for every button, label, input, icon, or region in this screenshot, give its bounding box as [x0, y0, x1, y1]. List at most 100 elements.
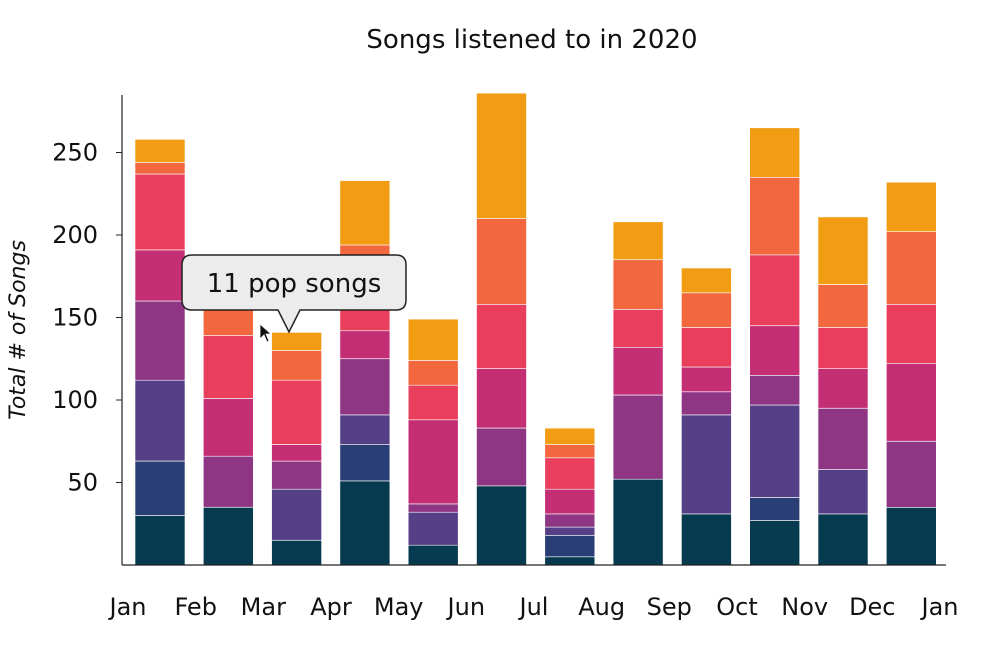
x-tick-label-9: Sep [647, 593, 692, 621]
bar-segment-nov-11-layer-7[interactable] [817, 284, 869, 328]
bar-segment-jan-1-layer-1[interactable] [134, 515, 186, 566]
y-axis-label: Total # of Songs [6, 240, 31, 420]
bar-segment-jun-6-layer-7[interactable] [476, 218, 527, 305]
bar-segment-jul-7-layer-6[interactable] [544, 457, 596, 490]
bar-segment-dec-12-layer-8[interactable] [885, 181, 937, 232]
bar-segment-jul-7-layer-8[interactable] [544, 427, 596, 445]
bar-segment-aug-8-layer-4[interactable] [612, 394, 664, 480]
bar-segment-jan-1-layer-6[interactable] [134, 173, 186, 251]
bar-segment-feb-2-layer-5[interactable] [203, 398, 254, 457]
bar-segment-jul-7-layer-5[interactable] [544, 488, 596, 515]
bar-segment-apr-4-layer-8[interactable] [339, 180, 391, 246]
bar-segment-jun-6-layer-5[interactable] [476, 368, 527, 429]
bar-segment-may-5-layer-1[interactable] [407, 544, 459, 566]
bar-segment-nov-11-layer-5[interactable] [817, 368, 869, 409]
bar-segment-jan-1-layer-5[interactable] [134, 249, 186, 302]
bar-segment-oct-10-layer-3[interactable] [749, 404, 801, 498]
bar-segment-jun-6-layer-1[interactable] [476, 485, 527, 566]
bar-segment-oct-10-layer-1[interactable] [749, 520, 801, 566]
bar-segment-jan-1-layer-2[interactable] [134, 460, 186, 516]
bar-segment-feb-2-layer-6[interactable] [203, 335, 254, 399]
x-tick-label-10: Oct [716, 593, 758, 621]
y-tick-label-250: 250 [52, 139, 98, 167]
bar-segment-mar-3-layer-4[interactable] [271, 460, 322, 490]
bar-segment-apr-4-layer-5[interactable] [339, 330, 391, 360]
bar-segment-dec-12-layer-1[interactable] [885, 506, 937, 566]
bar-segment-aug-8-layer-5[interactable] [612, 346, 664, 396]
bar-segment-jan-1-layer-3[interactable] [134, 379, 186, 462]
bar-segment-jan-1-layer-8[interactable] [134, 139, 186, 163]
bar-segment-may-5-layer-3[interactable] [407, 511, 459, 546]
y-tick-label-100: 100 [52, 386, 98, 414]
bar-segment-dec-12-layer-6[interactable] [885, 303, 937, 364]
x-tick-label-2: Feb [174, 593, 217, 621]
bar-segment-jun-6-layer-6[interactable] [476, 303, 527, 369]
bar-segment-feb-2-layer-1[interactable] [203, 506, 254, 566]
bar-segment-sep-9-layer-1[interactable] [681, 513, 732, 566]
bar-segment-jun-6-layer-8[interactable] [476, 92, 527, 219]
bar-segment-mar-3-layer-1[interactable] [271, 539, 322, 566]
bar-segment-sep-9-layer-7[interactable] [681, 292, 732, 328]
x-tick-label-7: Jul [518, 593, 549, 621]
x-tick-label-13: Jan [920, 593, 959, 621]
bar-segment-jul-7-layer-2[interactable] [544, 534, 596, 558]
tooltip: 11 pop songs [181, 254, 407, 334]
x-tick-label-8: Aug [578, 593, 625, 621]
bar-segment-mar-3-layer-7[interactable] [271, 350, 322, 381]
bar-segment-aug-8-layer-8[interactable] [612, 221, 664, 261]
bar-segment-sep-9-layer-6[interactable] [681, 327, 732, 368]
bar-segment-may-5-layer-6[interactable] [407, 384, 459, 421]
bar-segment-mar-3-layer-3[interactable] [271, 488, 322, 541]
bar-segment-dec-12-layer-4[interactable] [885, 440, 937, 508]
bar-segment-may-5-layer-5[interactable] [407, 419, 459, 505]
bar-segment-may-5-layer-4[interactable] [407, 503, 459, 513]
bar-segment-dec-12-layer-7[interactable] [885, 231, 937, 305]
bar-segment-jan-1-layer-4[interactable] [134, 300, 186, 381]
x-tick-label-6: Jun [446, 593, 486, 621]
y-ticks-layer: 50 100 150 200 250 [52, 139, 122, 497]
bar-segment-aug-8-layer-1[interactable] [612, 478, 664, 566]
bar-segment-aug-8-layer-7[interactable] [612, 259, 664, 310]
chart-title: Songs listened to in 2020 [366, 25, 697, 55]
bar-segment-nov-11-layer-3[interactable] [817, 468, 869, 515]
bar-segment-jul-7-layer-1[interactable] [544, 556, 596, 566]
bar-segment-apr-4-layer-1[interactable] [339, 480, 391, 566]
bar-segment-apr-4-layer-2[interactable] [339, 444, 391, 482]
bar-segment-jun-6-layer-4[interactable] [476, 427, 527, 487]
bar-segment-nov-11-layer-1[interactable] [817, 513, 869, 566]
bar-segment-sep-9-layer-4[interactable] [681, 391, 732, 416]
bar-segment-apr-4-layer-3[interactable] [339, 414, 391, 445]
bar-segment-apr-4-layer-6[interactable] [339, 308, 391, 332]
bar-segment-may-5-layer-8[interactable] [407, 318, 459, 361]
bar-segment-nov-11-layer-8[interactable] [817, 216, 869, 285]
tooltip-bubble [181, 254, 407, 334]
bar-segment-oct-10-layer-5[interactable] [749, 325, 801, 376]
bar-segment-sep-9-layer-8[interactable] [681, 267, 732, 294]
bar-segment-dec-12-layer-5[interactable] [885, 363, 937, 442]
bar-segment-jul-7-layer-4[interactable] [544, 513, 596, 528]
y-tick-label-150: 150 [52, 304, 98, 332]
bar-segment-mar-3-layer-8[interactable] [271, 332, 322, 351]
bar-segment-sep-9-layer-5[interactable] [681, 366, 732, 393]
bar-segment-nov-11-layer-4[interactable] [817, 407, 869, 470]
bar-segment-mar-3-layer-5[interactable] [271, 444, 322, 462]
bar-segment-may-5-layer-7[interactable] [407, 360, 459, 386]
bar-segment-jul-7-layer-7[interactable] [544, 444, 596, 459]
bar-segment-oct-10-layer-8[interactable] [749, 127, 801, 178]
bar-segment-apr-4-layer-4[interactable] [339, 358, 391, 416]
bar-segment-aug-8-layer-6[interactable] [612, 308, 664, 348]
bar-segment-oct-10-layer-7[interactable] [749, 177, 801, 256]
bar-segment-mar-3-layer-6[interactable] [271, 379, 322, 445]
bar-segment-sep-9-layer-3[interactable] [681, 414, 732, 515]
bar-segment-oct-10-layer-2[interactable] [749, 497, 801, 521]
bar-segment-oct-10-layer-4[interactable] [749, 374, 801, 406]
tooltip-text: 11 pop songs [207, 269, 382, 299]
x-tick-label-3: Mar [241, 593, 286, 621]
bar-segment-oct-10-layer-6[interactable] [749, 254, 801, 327]
bar-segment-jan-1-layer-7[interactable] [134, 162, 186, 175]
bar-segment-feb-2-layer-4[interactable] [203, 455, 254, 508]
bar-segment-jul-7-layer-3[interactable] [544, 526, 596, 536]
bar-segment-nov-11-layer-6[interactable] [817, 327, 869, 369]
x-ticks-layer: Jan Feb Mar Apr May Jun Jul Aug Sep Oct Nov Dec Jan [108, 593, 959, 621]
